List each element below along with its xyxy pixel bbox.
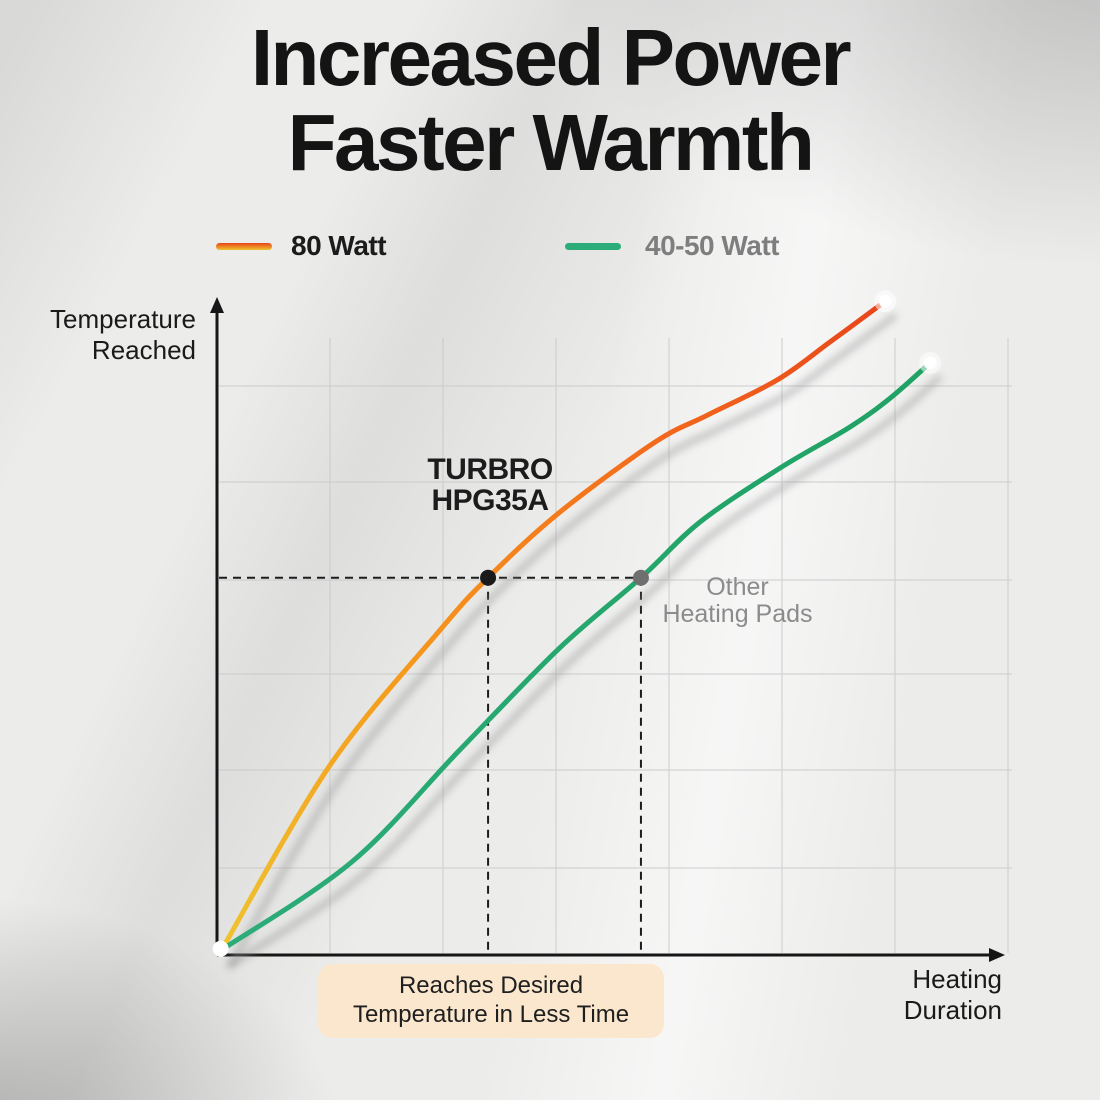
page-title: Increased Power Faster Warmth	[0, 13, 1100, 187]
legend-label-80-watt: 80 Watt	[291, 230, 387, 261]
title-line-2: Faster Warmth	[287, 97, 815, 187]
legend-label-40-50-watt: 40-50 Watt	[645, 230, 780, 261]
y-axis-label: Temperature Reached	[50, 304, 196, 366]
legend-swatch-80-watt	[216, 242, 272, 250]
legend-swatch-40-50-watt	[565, 242, 621, 250]
legend-item-80-watt: 80 Watt	[216, 230, 387, 262]
x-axis-label: Heating Duration	[903, 964, 1002, 1026]
title-line-1: Increased Power	[250, 13, 852, 102]
series-label-other-heating-pads: Other Heating Pads	[662, 573, 813, 628]
callout-reaches-desired-temperature: Reaches Desired Temperature in Less Time	[318, 964, 664, 1038]
legend-item-40-50-watt: 40-50 Watt	[565, 230, 780, 262]
callout-line-2: Temperature in Less Time	[352, 1001, 630, 1028]
series-label-turbro-hpg35a: TURBRO HPG35A	[427, 453, 553, 517]
callout-line-1: Reaches Desired	[398, 972, 584, 1000]
